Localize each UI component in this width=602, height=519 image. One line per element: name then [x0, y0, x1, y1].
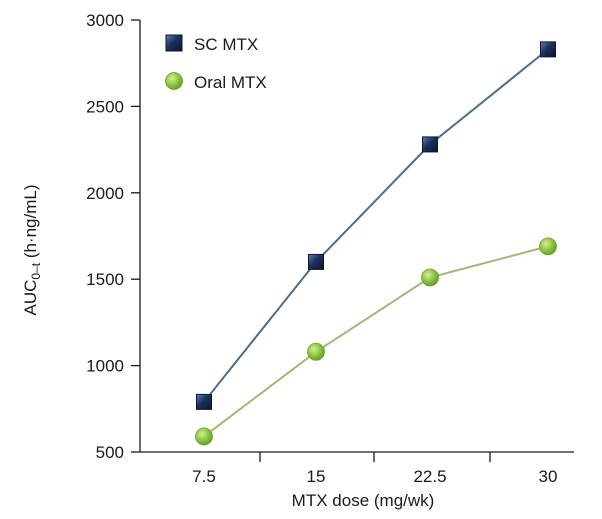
data-point-sc-mtx-3	[540, 41, 556, 58]
data-point-sc-mtx-1	[308, 253, 324, 270]
y-axis-title: AUC0–t (h·ng/mL)	[21, 184, 43, 315]
y-axis-title-main: AUC	[21, 280, 40, 316]
x-tick-label-15: 15	[307, 467, 326, 486]
legend-marker-oral-mtx	[165, 72, 183, 90]
legend: SC MTX Oral MTX	[165, 34, 267, 92]
data-point-oral-mtx-0	[195, 427, 213, 446]
x-tick-label-7.5: 7.5	[192, 467, 216, 486]
legend-label-oral-mtx: Oral MTX	[194, 73, 267, 92]
axes	[139, 20, 574, 453]
data-point-oral-mtx-1	[307, 342, 325, 361]
y-tick-label-500: 500	[96, 443, 124, 462]
x-ticks: 7.5 15 22.5 30	[192, 452, 557, 486]
y-axis-title-unit: (h·ng/mL)	[21, 184, 40, 262]
data-point-sc-mtx-2	[422, 136, 438, 153]
x-tick-label-22.5: 22.5	[413, 467, 446, 486]
x-axis-title: MTX dose (mg/wk)	[292, 491, 435, 510]
data-point-sc-mtx-0	[196, 393, 212, 410]
series-line-oral-mtx	[203, 245, 549, 438]
y-tick-label-3000: 3000	[86, 11, 124, 30]
series-line-sc-mtx	[203, 48, 549, 403]
y-ticks: 500 1000 1500 2000 2500 3000	[86, 11, 140, 462]
y-tick-label-1500: 1500	[86, 270, 124, 289]
legend-label-sc-mtx: SC MTX	[194, 35, 258, 54]
data-point-oral-mtx-3	[539, 237, 557, 256]
y-tick-label-2500: 2500	[86, 97, 124, 116]
y-axis-title-subscript: 0–t	[29, 262, 43, 279]
data-point-oral-mtx-2	[421, 268, 439, 287]
y-tick-label-1000: 1000	[86, 357, 124, 376]
legend-marker-sc-mtx	[165, 34, 183, 52]
y-tick-label-2000: 2000	[86, 184, 124, 203]
x-tick-label-30: 30	[539, 467, 558, 486]
series-layer	[195, 41, 557, 446]
